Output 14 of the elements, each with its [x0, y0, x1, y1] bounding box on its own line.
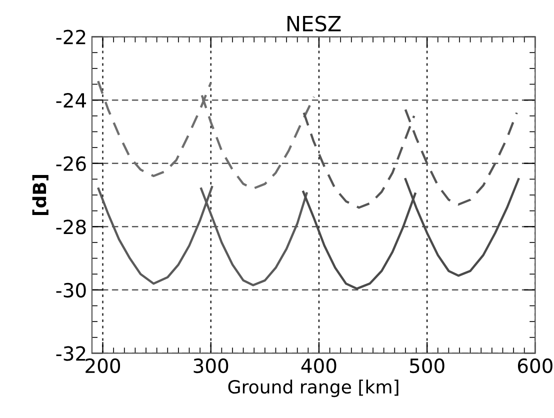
chart-title: NESZ — [287, 16, 341, 32]
y-tick-label: -22 — [56, 30, 86, 44]
x-tick-label: 200 — [86, 358, 120, 374]
y-tick-label: -32 — [56, 346, 86, 361]
x-tick-label: 400 — [301, 358, 336, 374]
y-tick-label: -30 — [56, 282, 86, 298]
x-tick-label: 500 — [410, 358, 444, 374]
y-tick-label: -28 — [56, 220, 86, 234]
x-axis-title: Ground range [km] — [228, 380, 398, 398]
y-axis-title: [dB] — [32, 174, 48, 216]
y-tick-label: -24 — [56, 93, 86, 108]
x-tick-label: 600 — [518, 358, 552, 374]
x-tick-label: 300 — [194, 358, 228, 374]
y-tick-label: -26 — [56, 156, 86, 172]
